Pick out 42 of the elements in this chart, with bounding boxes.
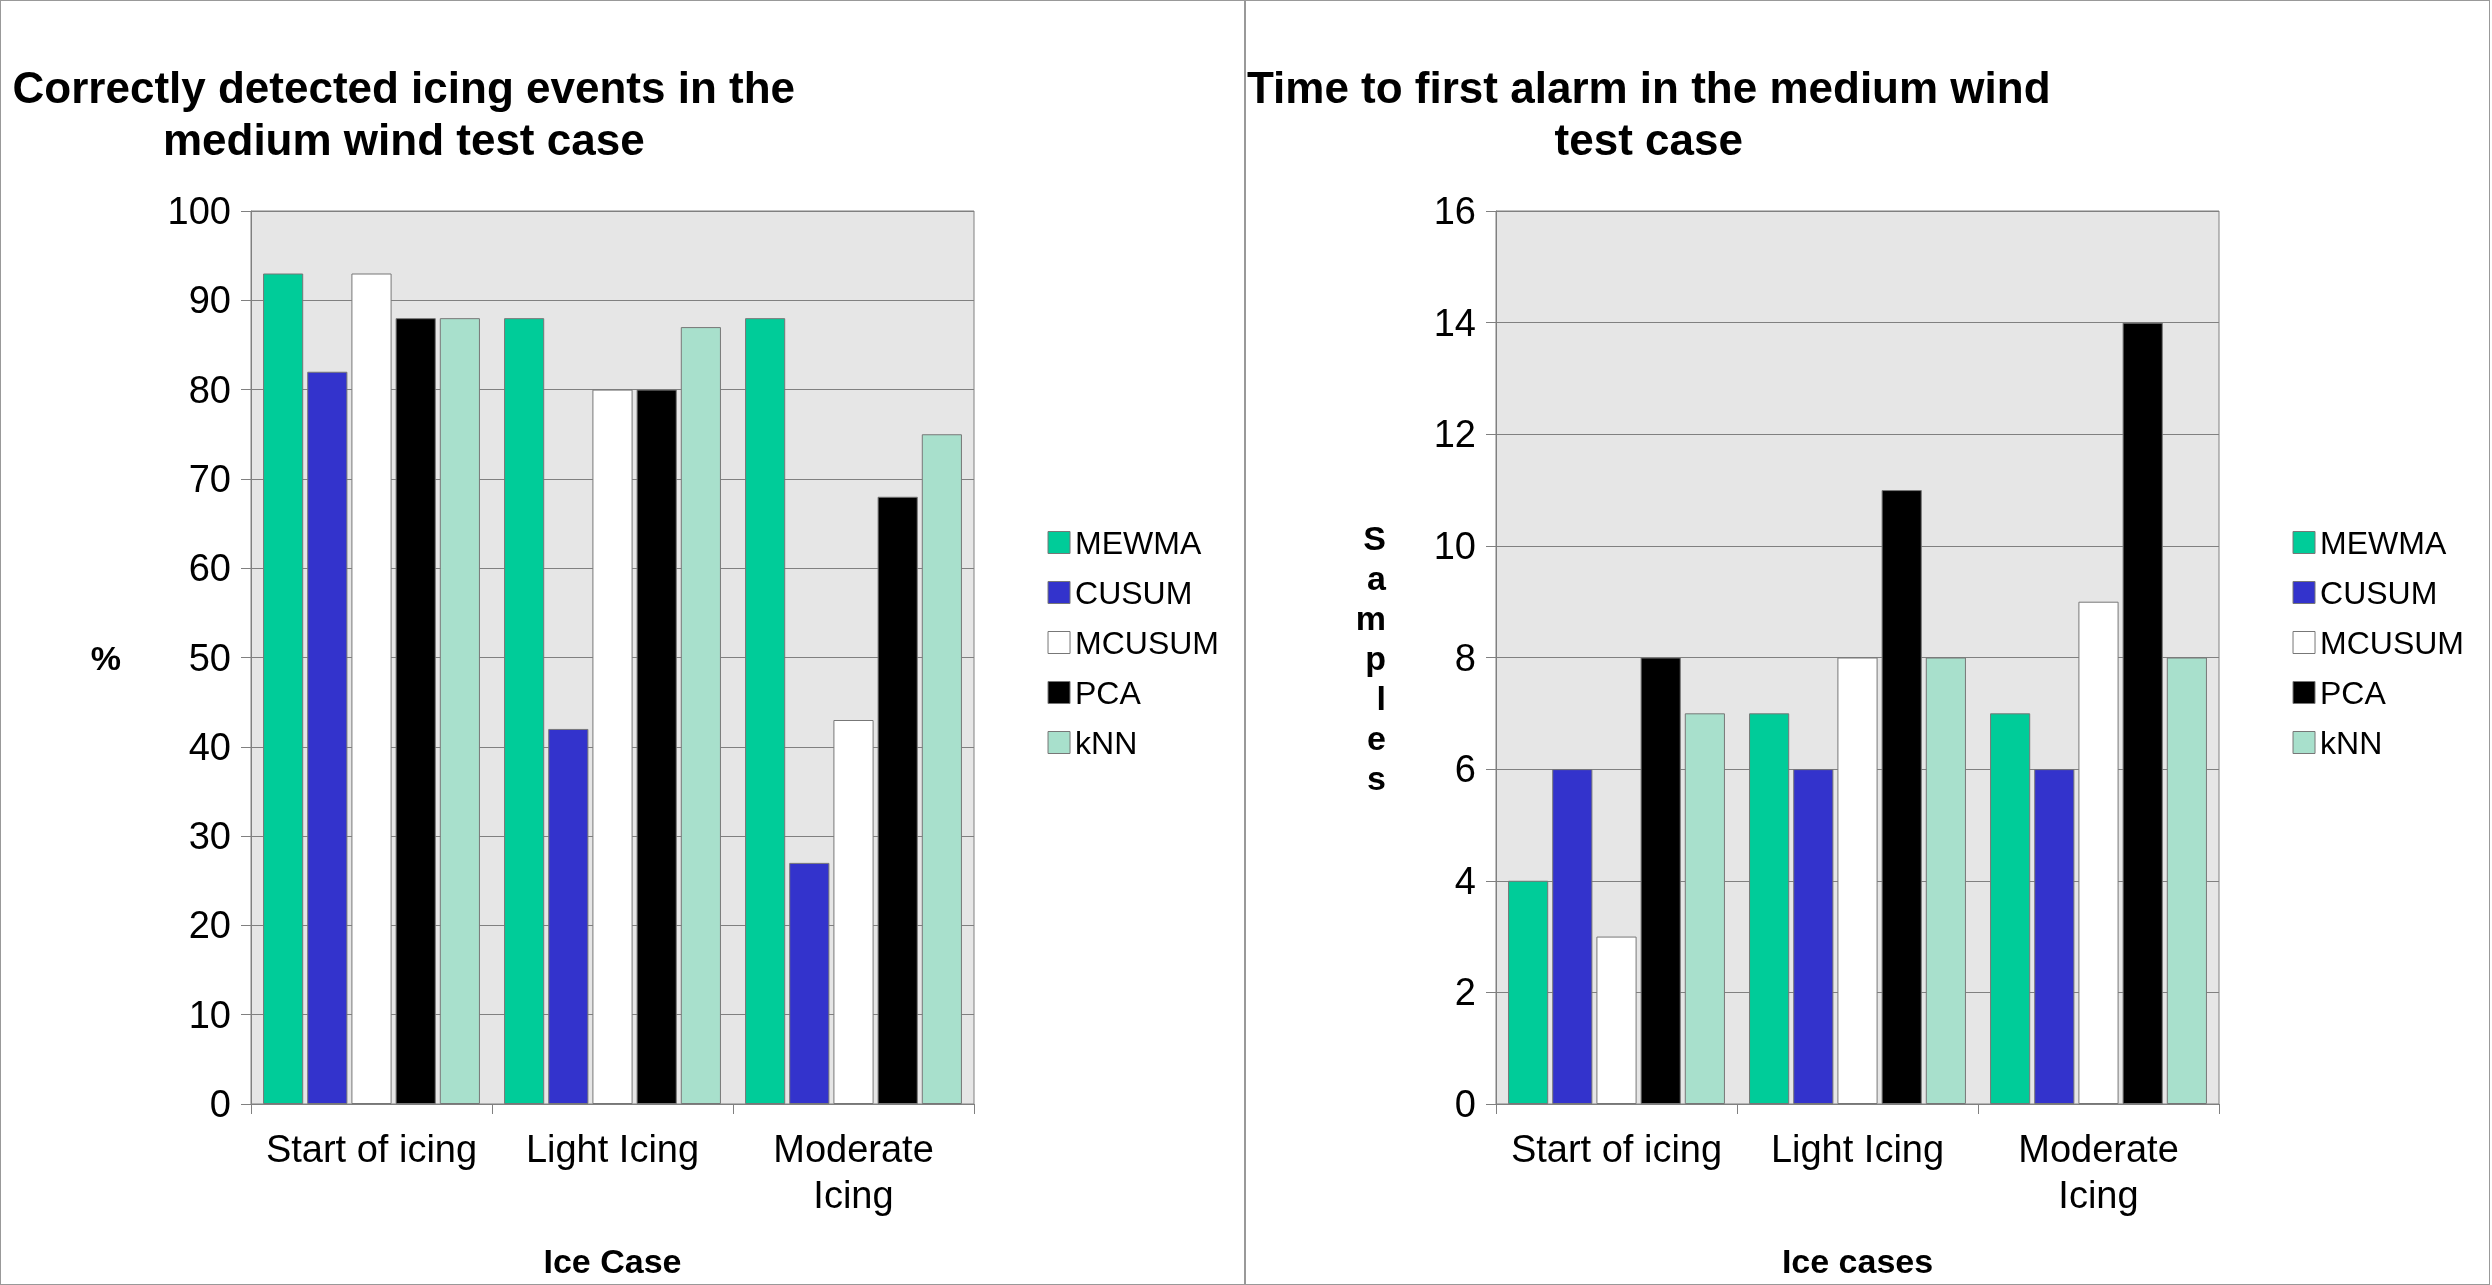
y-tick-label: 90 [188, 279, 231, 322]
y-tick-label: 12 [1433, 413, 1476, 456]
legend-label: kNN [1075, 724, 1138, 761]
legend-label: MEWMA [2320, 524, 2447, 561]
legend-label: PCA [2320, 674, 2387, 711]
y-tick-label: 100 [167, 190, 231, 232]
chart-title: Time to first alarm in the medium wind test case [1246, 62, 2051, 164]
x-tick-label: Moderate Icing [773, 1128, 934, 1216]
y-tick-label: 14 [1433, 301, 1476, 344]
y-tick-label: 0 [1454, 1083, 1476, 1125]
y-tick-label: 20 [188, 904, 231, 947]
legend-label: MCUSUM [2320, 624, 2464, 661]
x-tick-label: Light Icing [1770, 1128, 1945, 1170]
y-tick-label: 4 [1454, 859, 1476, 902]
y-tick-label: 6 [1454, 748, 1476, 791]
y-tick-label: 2 [1454, 971, 1476, 1014]
legend-label: CUSUM [2320, 574, 2438, 611]
y-tick-label: 80 [188, 368, 231, 411]
y-tick-label: 10 [1433, 524, 1476, 567]
x-axis-title: Ice cases [1781, 1242, 1934, 1280]
legend-label: MEWMA [1075, 524, 1202, 561]
legend-label: MCUSUM [1075, 624, 1219, 661]
y-tick-label: 60 [188, 547, 231, 590]
y-tick-label: 8 [1454, 636, 1476, 679]
y-tick-label: 10 [188, 993, 231, 1036]
x-tick-label: Moderate Icing [2018, 1128, 2179, 1216]
y-tick-label: 0 [209, 1083, 231, 1125]
y-axis-title: % [90, 638, 121, 677]
x-tick-label: Light Icing [525, 1128, 700, 1170]
y-tick-label: 70 [188, 457, 231, 500]
y-axis-title: Samples [1355, 518, 1388, 797]
y-tick-label: 16 [1433, 190, 1476, 232]
y-tick-label: 50 [188, 636, 231, 679]
x-tick-label: Start of icing [265, 1128, 478, 1170]
y-tick-label: 30 [188, 815, 231, 858]
legend-label: kNN [2320, 724, 2383, 761]
legend-label: PCA [1075, 674, 1142, 711]
x-tick-label: Start of icing [1510, 1128, 1723, 1170]
x-axis-title: Ice Case [543, 1242, 682, 1280]
chart-title: Correctly detected icing events in the medium wind test case [12, 62, 795, 164]
legend-label: CUSUM [1075, 574, 1193, 611]
y-tick-label: 40 [188, 725, 231, 768]
